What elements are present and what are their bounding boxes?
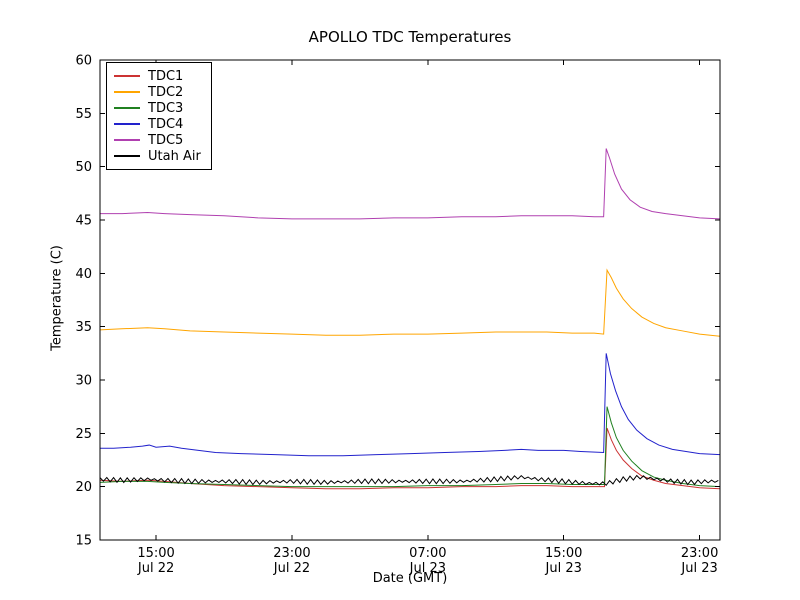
svg-text:30: 30 — [75, 374, 92, 389]
svg-text:40: 40 — [75, 267, 92, 282]
series-line-tdc4 — [100, 353, 720, 457]
svg-text:Jul 23: Jul 23 — [409, 561, 446, 576]
svg-text:50: 50 — [75, 160, 92, 175]
legend-item-utah-air: Utah Air — [114, 148, 201, 164]
legend-label-tdc4: TDC4 — [148, 116, 184, 132]
svg-text:Jul 23: Jul 23 — [545, 561, 582, 576]
tdc3-line-swatch — [114, 107, 140, 109]
legend-label-tdc3: TDC3 — [148, 100, 184, 116]
svg-text:55: 55 — [75, 107, 92, 122]
svg-text:Jul 23: Jul 23 — [680, 561, 717, 576]
svg-text:07:00: 07:00 — [409, 546, 446, 561]
x-axis-label: Date (GMT) — [372, 571, 448, 586]
svg-text:Jul 22: Jul 22 — [137, 561, 174, 576]
legend-item-tdc5: TDC5 — [114, 132, 201, 148]
series-line-tdc2 — [100, 268, 720, 337]
svg-text:15:00: 15:00 — [137, 546, 174, 561]
svg-text:15: 15 — [75, 534, 92, 549]
utah-air-line-swatch — [114, 155, 140, 157]
legend-label-tdc2: TDC2 — [148, 84, 184, 100]
legend-item-tdc1: TDC1 — [114, 68, 201, 84]
svg-text:Jul 22: Jul 22 — [273, 561, 310, 576]
svg-text:35: 35 — [75, 320, 92, 335]
legend-item-tdc4: TDC4 — [114, 116, 201, 132]
tdc2-line-swatch — [114, 91, 140, 93]
chart-title: APOLLO TDC Temperatures — [308, 28, 512, 46]
series-line-tdc5 — [100, 148, 720, 220]
tdc5-line-swatch — [114, 139, 140, 141]
tdc1-line-swatch — [114, 75, 140, 77]
svg-text:45: 45 — [75, 214, 92, 229]
legend: TDC1 TDC2 TDC3 TDC4 TDC5 Utah Air — [106, 62, 212, 170]
series-line-tdc3 — [100, 406, 720, 488]
svg-text:20: 20 — [75, 480, 92, 495]
svg-text:23:00: 23:00 — [273, 546, 310, 561]
svg-text:15:00: 15:00 — [545, 546, 582, 561]
legend-item-tdc2: TDC2 — [114, 84, 201, 100]
legend-label-utah-air: Utah Air — [148, 148, 201, 164]
svg-text:60: 60 — [75, 54, 92, 69]
svg-text:25: 25 — [75, 427, 92, 442]
legend-label-tdc5: TDC5 — [148, 132, 184, 148]
tdc4-line-swatch — [114, 123, 140, 125]
series-line-utah-air — [100, 474, 719, 487]
legend-label-tdc1: TDC1 — [148, 68, 184, 84]
legend-item-tdc3: TDC3 — [114, 100, 201, 116]
svg-text:23:00: 23:00 — [681, 546, 718, 561]
